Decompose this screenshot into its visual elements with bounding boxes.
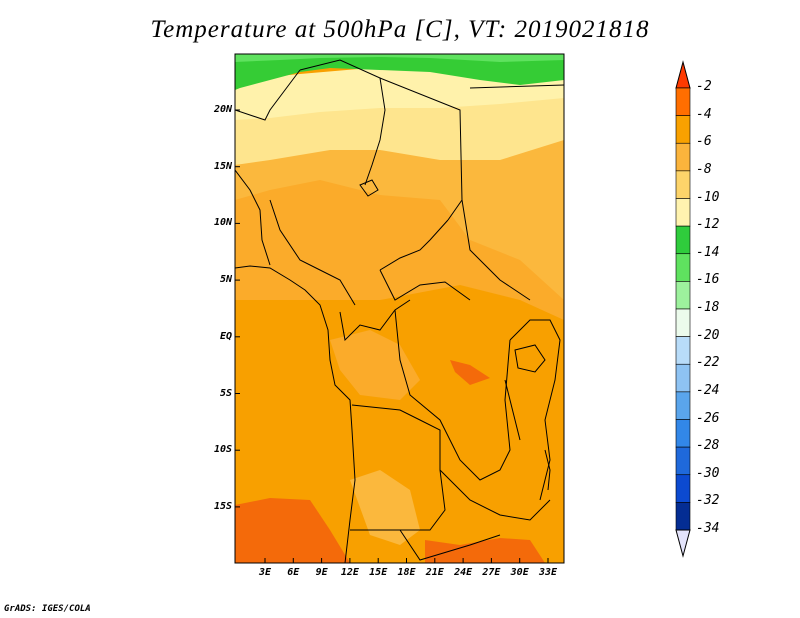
border-chad-sudan bbox=[379, 219, 449, 271]
longitude-label: 27E bbox=[482, 567, 501, 578]
longitude-label: 21E bbox=[425, 567, 444, 578]
map-fill bbox=[235, 54, 564, 563]
lake-chad bbox=[359, 179, 379, 197]
field-warm-center bbox=[330, 330, 420, 400]
colorbar-segment bbox=[675, 281, 691, 310]
lake-tanganyika bbox=[504, 379, 521, 441]
colorbar-segment bbox=[675, 115, 691, 144]
border-west-africa bbox=[235, 169, 271, 266]
colorbar-label: -28 bbox=[696, 438, 720, 454]
colorbar-label: -10 bbox=[696, 189, 720, 205]
border-congo bbox=[339, 299, 411, 342]
field-hot-south bbox=[425, 538, 545, 563]
lake-malawi bbox=[544, 449, 551, 491]
latitude-label: 10S bbox=[213, 444, 232, 456]
colorbar-segment bbox=[675, 336, 691, 365]
colorbar-label: -12 bbox=[696, 217, 720, 233]
colorbar-segment bbox=[675, 308, 691, 337]
axis-ticks bbox=[235, 109, 549, 563]
field-pale-band bbox=[235, 68, 564, 120]
border-nigeria-cameroon bbox=[269, 199, 356, 306]
colorbar-segment bbox=[675, 446, 691, 476]
border-angola bbox=[350, 404, 446, 531]
colorbar-label: -2 bbox=[696, 79, 712, 94]
colorbar-label: -34 bbox=[696, 521, 720, 536]
colorbar bbox=[675, 60, 691, 558]
colorbar-label: -24 bbox=[696, 382, 720, 398]
longitude-label: 33E bbox=[538, 567, 558, 578]
colorbar-label: -26 bbox=[696, 410, 720, 426]
colorbar-label: -22 bbox=[696, 355, 720, 371]
country-borders bbox=[235, 59, 564, 563]
chart-title: Temperature at 500hPa [C], VT: 201902181… bbox=[150, 16, 650, 43]
latitude-label: 20N bbox=[213, 104, 232, 115]
border-mali-niger bbox=[235, 69, 301, 121]
colorbar-segment bbox=[675, 363, 691, 393]
border-zambia bbox=[439, 469, 551, 521]
colorbar-label: -14 bbox=[696, 244, 720, 260]
map-frame bbox=[234, 53, 565, 564]
field-hot-southwest bbox=[235, 498, 350, 563]
colorbar-cap-top bbox=[675, 60, 691, 89]
colorbar-label: -8 bbox=[696, 161, 712, 177]
longitude-label: 30E bbox=[510, 567, 529, 578]
border-algeria-libya bbox=[299, 59, 386, 186]
longitude-label: 18E bbox=[397, 567, 416, 578]
field-warm-southeast bbox=[350, 470, 420, 545]
latitude-label: 5S bbox=[219, 387, 232, 399]
colorbar-label: -16 bbox=[696, 272, 720, 288]
coastline bbox=[235, 265, 356, 563]
colorbar-label: -20 bbox=[696, 327, 720, 343]
colorbar-segment bbox=[675, 502, 691, 531]
colorbar-label: -4 bbox=[696, 106, 712, 122]
border-east-north bbox=[469, 84, 564, 89]
border-car bbox=[379, 269, 471, 301]
colorbar-label: -32 bbox=[696, 493, 720, 509]
credits: GrADS: IGES/COLA bbox=[4, 604, 91, 614]
lake-victoria bbox=[514, 344, 546, 373]
colorbar-label: -18 bbox=[696, 300, 720, 315]
field-light-green bbox=[235, 54, 564, 62]
colorbar-segment bbox=[675, 474, 691, 503]
longitude-label: 15E bbox=[369, 567, 388, 578]
colorbar-segment bbox=[675, 225, 691, 255]
latitude-label: 15S bbox=[213, 500, 232, 512]
colorbar-segment bbox=[675, 142, 691, 172]
border-east-africa bbox=[509, 319, 561, 501]
field-hot-east bbox=[450, 360, 490, 385]
longitude-label: 9E bbox=[315, 567, 328, 578]
colorbar-segment bbox=[675, 87, 691, 116]
latitude-label: EQ bbox=[219, 330, 232, 342]
colorbar-segment bbox=[675, 198, 691, 227]
longitude-label: 6E bbox=[287, 567, 300, 578]
colorbar-label: -6 bbox=[696, 134, 712, 150]
colorbar-cap-bottom bbox=[675, 529, 691, 558]
colorbar-segment bbox=[675, 391, 691, 420]
border-sudan-ethiopia bbox=[461, 199, 531, 301]
border-libya-egypt bbox=[379, 77, 463, 221]
border-drc bbox=[394, 309, 511, 481]
longitude-label: 3E bbox=[258, 567, 272, 578]
colorbar-segment bbox=[675, 253, 691, 282]
colorbar-segment bbox=[675, 170, 691, 199]
field-green-band bbox=[235, 54, 564, 90]
border-namibia-botswana bbox=[399, 529, 501, 561]
colorbar-label: -30 bbox=[696, 465, 720, 481]
latitude-label: 5N bbox=[219, 274, 232, 286]
longitude-label: 12E bbox=[340, 567, 359, 578]
latitude-label: 15N bbox=[213, 160, 232, 172]
colorbar-segment bbox=[675, 419, 691, 448]
longitude-label: 24E bbox=[454, 567, 473, 578]
latitude-label: 10N bbox=[213, 217, 232, 229]
